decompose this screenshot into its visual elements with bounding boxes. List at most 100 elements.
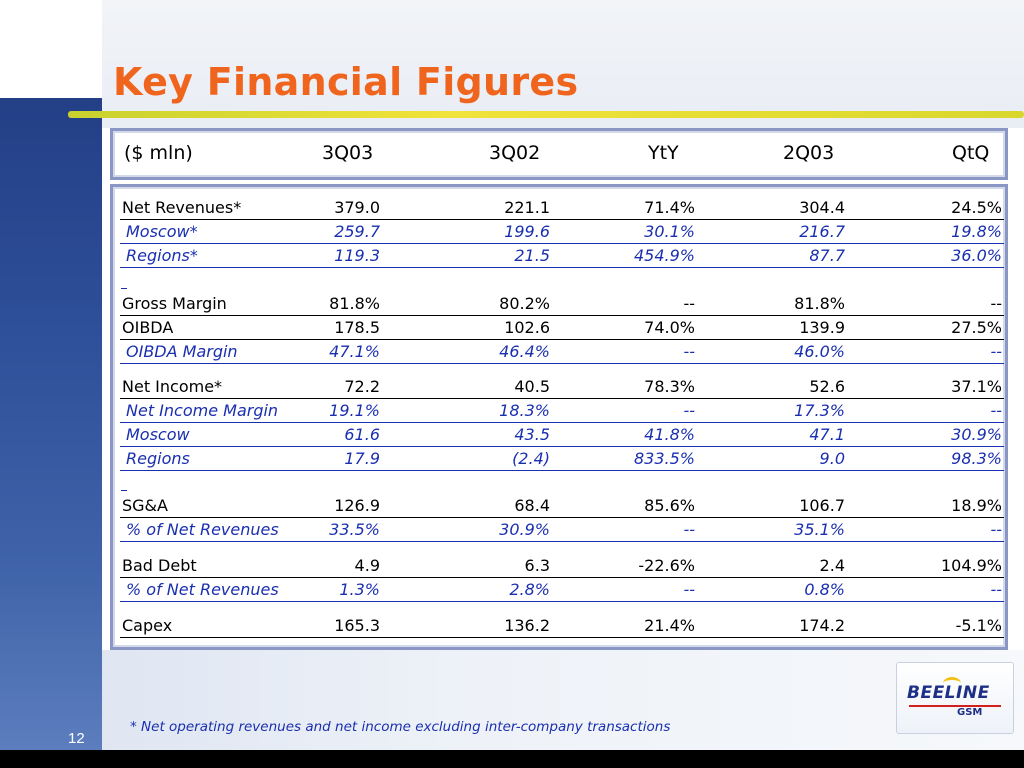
- header-3q03: 3Q03: [322, 142, 374, 164]
- value-qtq: 18.9%: [951, 496, 1002, 515]
- value-2q03: 52.6: [809, 377, 845, 396]
- row-underline: [120, 398, 1004, 399]
- value-qtq: 30.9%: [951, 425, 1002, 444]
- table-row-moscow-revenues: Moscow* 259.7 199.6 30.1% 216.7 19.8%: [120, 222, 1004, 244]
- value-yty: 41.8%: [644, 425, 695, 444]
- value-qtq: 104.9%: [940, 556, 1002, 575]
- value-3q02: 136.2: [504, 616, 550, 635]
- value-3q03: 81.8%: [329, 294, 380, 313]
- value-yty: --: [683, 580, 695, 599]
- value-2q03: 174.2: [799, 616, 845, 635]
- value-qtq: --: [990, 294, 1002, 313]
- value-qtq: --: [990, 580, 1002, 599]
- value-3q03: 72.2: [344, 377, 380, 396]
- value-qtq: 27.5%: [951, 318, 1002, 337]
- value-3q02: 43.5: [514, 425, 550, 444]
- row-label: Moscow*: [126, 222, 198, 241]
- value-2q03: 139.9: [799, 318, 845, 337]
- table-row-net-revenues: Net Revenues* 379.0 221.1 71.4% 304.4 24…: [120, 198, 1004, 220]
- table-row-gross-margin: Gross Margin 81.8% 80.2% -- 81.8% --: [120, 294, 1004, 316]
- value-3q03: 379.0: [334, 198, 380, 217]
- row-label: OIBDA: [122, 318, 174, 337]
- value-3q03: 33.5%: [329, 520, 380, 539]
- value-yty: 21.4%: [644, 616, 695, 635]
- value-3q02: 68.4: [514, 496, 550, 515]
- value-yty: --: [683, 401, 695, 420]
- table-row-regions-revenues: Regions* 119.3 21.5 454.9% 87.7 36.0%: [120, 246, 1004, 268]
- table-row-net-income-margin: Net Income Margin 19.1% 18.3% -- 17.3% -…: [120, 401, 1004, 423]
- page-number: 12: [68, 730, 85, 747]
- value-yty: --: [683, 342, 695, 361]
- logo-underline: [909, 705, 1001, 707]
- value-3q02: 30.9%: [499, 520, 550, 539]
- financial-table-box: [110, 184, 1008, 650]
- value-3q02: (2.4): [512, 449, 550, 468]
- value-3q02: 6.3: [524, 556, 550, 575]
- value-2q03: 35.1%: [794, 520, 845, 539]
- value-2q03: 0.8%: [804, 580, 845, 599]
- value-qtq: -5.1%: [955, 616, 1002, 635]
- table-row-net-income: Net Income* 72.2 40.5 78.3% 52.6 37.1%: [120, 377, 1004, 399]
- value-2q03: 47.1: [809, 425, 845, 444]
- value-3q02: 21.5: [514, 246, 550, 265]
- spacer-mark: [121, 288, 127, 289]
- table-row-sga: SG&A 126.9 68.4 85.6% 106.7 18.9%: [120, 496, 1004, 518]
- value-yty: 71.4%: [644, 198, 695, 217]
- value-2q03: 81.8%: [794, 294, 845, 313]
- header-units: ($ mln): [124, 142, 193, 164]
- value-2q03: 17.3%: [794, 401, 845, 420]
- table-row-regions-income: Regions 17.9 (2.4) 833.5% 9.0 98.3%: [120, 449, 1004, 471]
- row-label: % of Net Revenues: [126, 580, 279, 599]
- header-3q02: 3Q02: [489, 142, 541, 164]
- logo-subtitle: GSM: [957, 707, 983, 718]
- value-yty: -22.6%: [638, 556, 695, 575]
- row-underline: [120, 422, 1004, 423]
- row-label: Net Revenues*: [122, 198, 242, 217]
- value-3q03: 61.6: [344, 425, 380, 444]
- row-label: Net Income*: [122, 377, 223, 396]
- row-label: Net Income Margin: [126, 401, 279, 420]
- row-underline: [120, 315, 1004, 316]
- row-label: OIBDA Margin: [126, 342, 238, 361]
- value-3q02: 40.5: [514, 377, 550, 396]
- header-2q03: 2Q03: [783, 142, 835, 164]
- value-3q02: 221.1: [504, 198, 550, 217]
- value-qtq: --: [990, 401, 1002, 420]
- value-yty: 30.1%: [644, 222, 695, 241]
- logo-wordmark: BEELINE: [907, 683, 990, 703]
- value-3q03: 126.9: [334, 496, 380, 515]
- footnote: * Net operating revenues and net income …: [130, 719, 671, 735]
- row-underline: [120, 243, 1004, 244]
- value-qtq: 24.5%: [951, 198, 1002, 217]
- value-yty: --: [683, 520, 695, 539]
- title-underline-rule: [68, 111, 1024, 118]
- bottom-background-fade: [102, 650, 1024, 750]
- value-yty: 74.0%: [644, 318, 695, 337]
- value-3q03: 119.3: [334, 246, 380, 265]
- spacer-mark: [121, 490, 127, 491]
- row-underline: [120, 470, 1004, 471]
- row-underline: [120, 219, 1004, 220]
- value-yty: --: [683, 294, 695, 313]
- row-label: SG&A: [122, 496, 168, 515]
- value-qtq: 36.0%: [951, 246, 1002, 265]
- value-3q02: 102.6: [504, 318, 550, 337]
- table-row-bad-debt-pct: % of Net Revenues 1.3% 2.8% -- 0.8% --: [120, 580, 1004, 602]
- value-3q03: 47.1%: [329, 342, 380, 361]
- value-2q03: 304.4: [799, 198, 845, 217]
- row-underline: [120, 446, 1004, 447]
- table-row-bad-debt: Bad Debt 4.9 6.3 -22.6% 2.4 104.9%: [120, 556, 1004, 578]
- value-yty: 833.5%: [633, 449, 695, 468]
- bottom-black-bar: [0, 750, 1024, 768]
- table-header-box: [110, 128, 1008, 180]
- row-label: Capex: [122, 616, 173, 635]
- logo-swoosh-icon: [943, 677, 961, 690]
- table-row-oibda: OIBDA 178.5 102.6 74.0% 139.9 27.5%: [120, 318, 1004, 340]
- value-3q03: 19.1%: [329, 401, 380, 420]
- row-label: Regions: [126, 449, 190, 468]
- title-area-background: [102, 0, 1024, 128]
- value-3q03: 178.5: [334, 318, 380, 337]
- value-3q02: 80.2%: [499, 294, 550, 313]
- row-underline: [120, 267, 1004, 268]
- value-qtq: --: [990, 520, 1002, 539]
